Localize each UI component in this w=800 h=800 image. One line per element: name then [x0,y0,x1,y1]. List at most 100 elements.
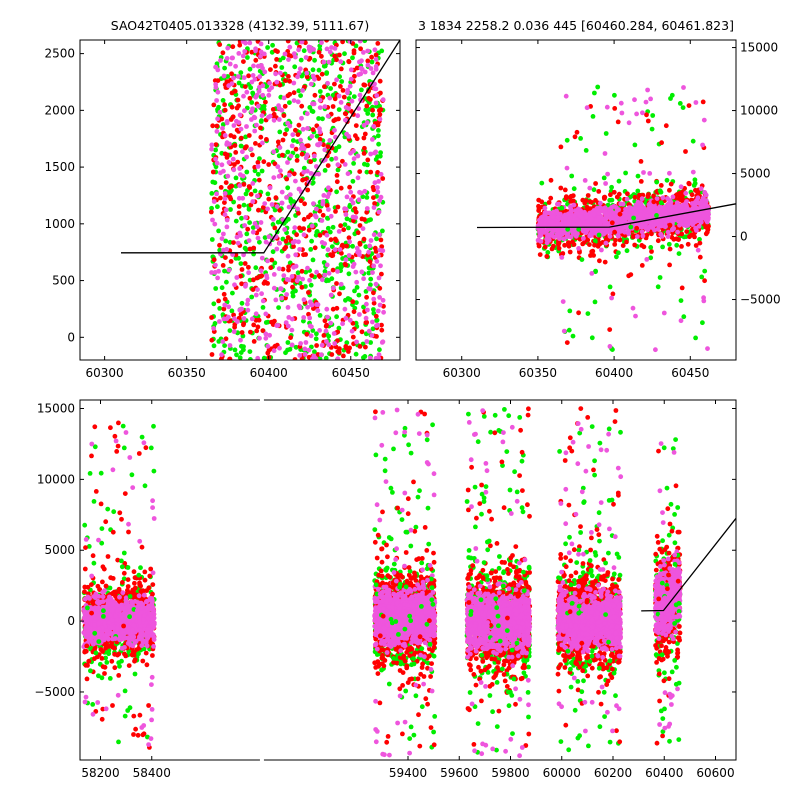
point-green [222,268,227,274]
point-green [244,169,250,175]
point-green [249,100,255,105]
point-red [361,236,367,242]
point-red [667,187,672,193]
point-magenta [347,317,353,323]
point-red [264,137,269,142]
point-magenta [254,92,260,98]
point-green [223,238,229,244]
point-magenta [245,307,251,313]
point-red [241,321,247,326]
point-green [260,305,266,310]
point-red [250,152,255,158]
point-magenta [315,308,321,313]
point-magenta [254,224,260,230]
point-magenta [353,269,359,275]
point-red [644,112,649,118]
point-magenta [669,208,674,214]
point-magenta [214,160,220,166]
point-magenta [361,122,367,128]
point-green [287,100,292,105]
point-red [343,111,349,117]
point-green [277,129,283,135]
point-red [82,584,88,590]
point-magenta [255,287,260,292]
point-green [559,205,565,211]
point-magenta [346,134,352,139]
point-green [212,321,218,326]
point-magenta [321,193,327,198]
point-magenta [250,73,256,78]
point-red [269,319,274,325]
point-red [700,99,706,105]
point-magenta [665,234,671,240]
point-red [333,117,339,122]
point-green [301,48,307,54]
point-red [590,248,596,254]
point-magenta [640,110,645,116]
y-tick-label: 15000 [740,41,778,55]
point-green [249,294,255,300]
point-magenta [366,249,372,255]
point-green [660,244,665,250]
point-magenta [587,233,593,239]
point-green [248,85,254,91]
point-magenta [307,323,313,329]
point-magenta [596,215,601,221]
point-magenta [212,221,218,227]
point-red [546,200,552,205]
point-green [320,116,325,122]
point-magenta [300,88,305,93]
point-red [566,241,571,247]
point-magenta [302,352,308,357]
point-magenta [309,223,315,229]
point-red [373,313,379,319]
point-magenta [344,194,350,200]
point-magenta [234,275,240,280]
point-green [351,161,356,166]
point-magenta [317,97,323,103]
point-green [258,119,264,124]
point-red [275,49,280,54]
point-red [612,229,617,235]
point-red [255,160,261,165]
point-magenta [219,236,225,242]
point-red [548,195,554,201]
point-magenta [346,253,352,258]
point-magenta [237,166,243,171]
point-red [333,209,338,214]
point-magenta [240,53,246,59]
point-red [281,113,287,118]
point-magenta [275,164,281,170]
point-red [613,237,618,243]
point-red [220,50,226,56]
point-magenta [560,299,566,304]
y-tick-label: 2500 [44,47,75,61]
point-green [264,84,269,89]
point-green [227,328,233,333]
point-magenta [213,64,219,70]
point-magenta [381,309,386,315]
point-red [140,588,146,594]
point-red [649,249,654,254]
point-magenta [684,203,689,209]
point-green [326,333,332,339]
point-magenta [300,126,306,132]
point-magenta [377,116,383,122]
point-magenta [611,203,617,209]
point-magenta [634,111,639,117]
point-red [236,103,242,109]
point-red [693,243,699,248]
point-red [241,182,247,187]
point-red [376,160,382,166]
point-magenta [535,237,541,243]
point-green [314,229,320,235]
point-red [580,197,586,203]
point-magenta [255,235,261,241]
point-magenta [304,111,310,117]
point-magenta [211,326,217,331]
point-green [317,313,323,318]
point-magenta [639,223,645,229]
point-magenta [377,302,383,308]
data-points [81,406,683,759]
point-red [639,263,645,268]
